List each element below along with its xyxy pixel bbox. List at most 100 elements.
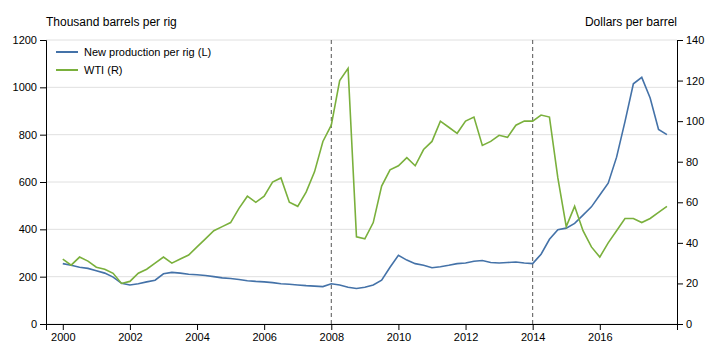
tick-mark	[533, 324, 534, 330]
tick: 2002	[118, 324, 142, 343]
tick: 2008	[320, 324, 344, 343]
tick-label: 1200	[13, 34, 37, 46]
tick-label: 400	[19, 223, 37, 235]
tick: 2006	[252, 324, 276, 343]
tick-mark	[130, 324, 131, 330]
legend-label: New production per rig (L)	[84, 46, 211, 58]
tick-mark	[264, 324, 265, 330]
tick-mark	[677, 162, 683, 163]
tick-label: 2010	[387, 331, 411, 343]
tick: 80	[677, 156, 698, 168]
tick-label: 140	[686, 34, 704, 46]
legend-swatch	[56, 69, 78, 71]
tick-mark	[63, 324, 64, 330]
tick-label: 120	[686, 75, 704, 87]
tick-mark	[40, 135, 46, 136]
tick-mark	[677, 121, 683, 122]
vertical-line	[331, 40, 332, 324]
grid-line	[46, 40, 677, 41]
tick-label: 2012	[454, 331, 478, 343]
tick-label: 2000	[51, 331, 75, 343]
tick: 1000	[13, 81, 46, 93]
line	[63, 77, 667, 288]
tick: 0	[31, 318, 46, 330]
tick: 800	[19, 129, 46, 141]
y-axis: 0 200 400 600 800 1000 1200	[13, 34, 47, 330]
grid-line	[46, 87, 677, 88]
tick-label: 200	[19, 271, 37, 283]
plot-area: 2000200220042006200820102012201420160200…	[13, 34, 705, 343]
tick-mark	[40, 229, 46, 230]
line	[63, 68, 667, 283]
chart: 2000200220042006200820102012201420160200…	[0, 0, 725, 354]
tick-mark	[677, 283, 683, 284]
tick: 2010	[387, 324, 411, 343]
tick-label: 80	[686, 156, 698, 168]
tick: 2000	[51, 324, 75, 343]
y2-axis: 0 20 40 60 80 100 120 140	[677, 34, 704, 330]
legend: New production per rig (L) WTI (R)	[56, 46, 211, 76]
legend-item: New production per rig (L)	[56, 46, 211, 58]
vertical-line	[532, 40, 533, 324]
tick-mark	[677, 324, 683, 325]
tick: 20	[677, 277, 698, 289]
tick-label: 2008	[320, 331, 344, 343]
axis-line	[40, 41, 47, 325]
tick-mark	[677, 243, 683, 244]
grid-line	[46, 182, 677, 183]
tick-mark	[677, 202, 683, 203]
legend-swatch	[56, 51, 78, 53]
tick-label: 2002	[118, 331, 142, 343]
tick: 200	[19, 271, 46, 283]
tick-mark	[40, 182, 46, 183]
tick: 2012	[454, 324, 478, 343]
tick-label: 0	[31, 318, 37, 330]
tick: 100	[677, 115, 704, 127]
tick-mark	[331, 324, 332, 330]
tick-mark	[40, 40, 46, 41]
tick-label: 0	[686, 318, 692, 330]
tick: 400	[19, 223, 46, 235]
tick-mark	[40, 277, 46, 278]
tick-label: 600	[19, 176, 37, 188]
axis-title: Dollars per barrel	[585, 15, 677, 29]
tick-label: 2014	[521, 331, 545, 343]
tick: 60	[677, 196, 698, 208]
tick-mark	[466, 324, 467, 330]
grid-line	[46, 276, 677, 277]
tick-mark	[40, 324, 46, 325]
tick-mark	[398, 324, 399, 330]
tick-mark	[197, 324, 198, 330]
tick-label: 20	[686, 277, 698, 289]
tick-mark	[677, 81, 683, 82]
legend-label: WTI (R)	[84, 64, 122, 76]
x-axis: 2000 2002 2004 2006 2008 2010 2012 2014 2016	[47, 324, 678, 343]
tick: 140	[677, 34, 704, 46]
tick: 2004	[185, 324, 209, 343]
tick-label: 40	[686, 237, 698, 249]
tick-label: 1000	[13, 81, 37, 93]
tick-mark	[40, 87, 46, 88]
tick: 120	[677, 75, 704, 87]
grid-line	[46, 134, 677, 135]
tick-label: 2006	[252, 331, 276, 343]
tick-label: 100	[686, 115, 704, 127]
tick: 2014	[521, 324, 545, 343]
tick: 40	[677, 237, 698, 249]
axis-line	[47, 325, 678, 331]
grid	[46, 40, 677, 324]
tick-label: 2016	[588, 331, 612, 343]
data-layer	[63, 40, 667, 324]
axis-title: Thousand barrels per rig	[46, 15, 177, 29]
tick-label: 2004	[185, 331, 209, 343]
legend-item: WTI (R)	[56, 64, 122, 76]
tick: 600	[19, 176, 46, 188]
tick: 2016	[588, 324, 612, 343]
tick: 1200	[13, 34, 46, 46]
tick-mark	[677, 40, 683, 41]
tick: 0	[677, 318, 692, 330]
tick-label: 800	[19, 129, 37, 141]
tick-mark	[600, 324, 601, 330]
tick-label: 60	[686, 196, 698, 208]
axis-line	[678, 41, 684, 325]
